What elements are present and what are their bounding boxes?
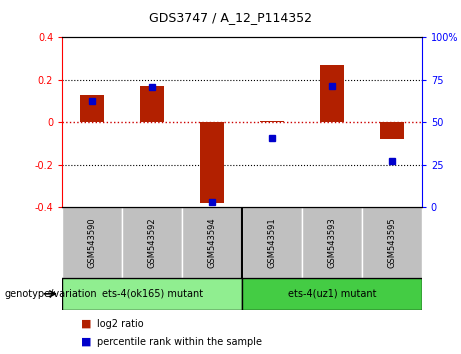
Bar	[320, 65, 344, 122]
Bar	[80, 95, 104, 122]
Bar	[62, 207, 122, 278]
Text: GSM543591: GSM543591	[267, 217, 277, 268]
Text: ■: ■	[81, 319, 95, 329]
Text: GSM543593: GSM543593	[327, 217, 337, 268]
Text: percentile rank within the sample: percentile rank within the sample	[97, 337, 262, 347]
Bar	[380, 122, 404, 139]
Bar	[260, 121, 284, 122]
Text: ets-4(ok165) mutant: ets-4(ok165) mutant	[101, 289, 203, 299]
Bar	[242, 278, 422, 310]
Bar	[140, 86, 164, 122]
Text: GDS3747 / A_12_P114352: GDS3747 / A_12_P114352	[149, 11, 312, 24]
Text: log2 ratio: log2 ratio	[97, 319, 143, 329]
Bar	[302, 207, 362, 278]
Text: GSM543592: GSM543592	[148, 217, 157, 268]
Text: genotype/variation: genotype/variation	[5, 289, 97, 299]
Bar	[122, 207, 182, 278]
Bar	[182, 207, 242, 278]
Bar	[362, 207, 422, 278]
Text: GSM543590: GSM543590	[88, 217, 97, 268]
Bar	[242, 207, 302, 278]
Text: ■: ■	[81, 337, 95, 347]
Text: GSM543594: GSM543594	[207, 217, 217, 268]
Bar	[62, 278, 242, 310]
Text: GSM543595: GSM543595	[387, 217, 396, 268]
Text: ets-4(uz1) mutant: ets-4(uz1) mutant	[288, 289, 376, 299]
Bar	[200, 122, 224, 203]
